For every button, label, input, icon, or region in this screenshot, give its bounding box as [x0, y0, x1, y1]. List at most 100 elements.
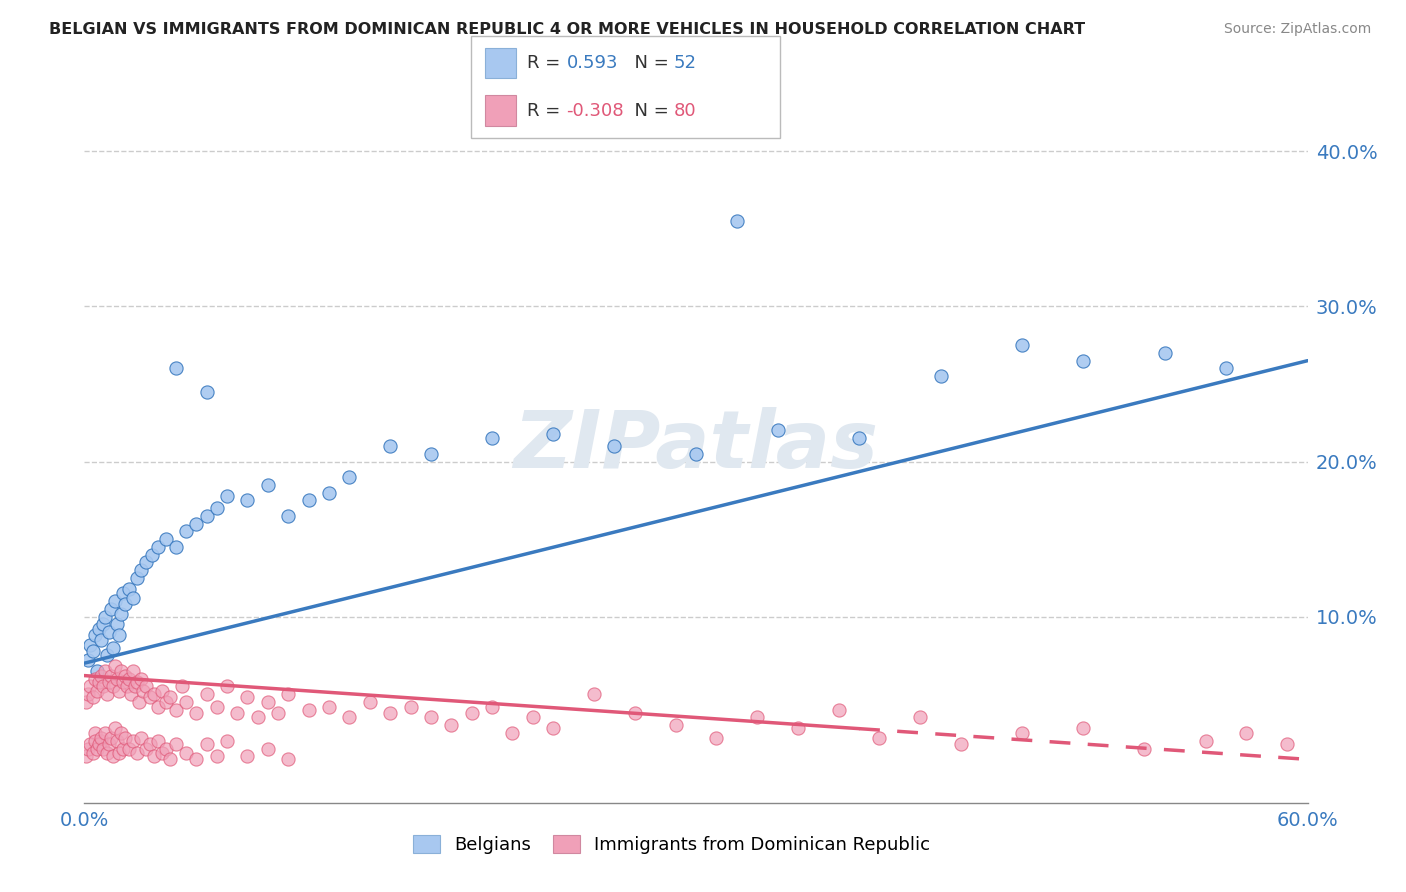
- Point: [277, 687, 299, 701]
- Point: [112, 674, 135, 689]
- Point: [246, 710, 269, 724]
- Point: [115, 680, 138, 694]
- Point: [118, 582, 141, 596]
- Point: [869, 731, 891, 745]
- Point: [77, 687, 100, 701]
- Point: [75, 695, 97, 709]
- Point: [1011, 726, 1033, 740]
- Point: [277, 752, 299, 766]
- Point: [1011, 338, 1033, 352]
- Point: [77, 653, 100, 667]
- Point: [624, 706, 647, 720]
- Point: [747, 710, 769, 724]
- Point: [104, 722, 127, 736]
- Point: [159, 752, 181, 766]
- Point: [165, 737, 187, 751]
- Point: [217, 733, 239, 747]
- Point: [131, 563, 153, 577]
- Point: [359, 695, 381, 709]
- Point: [90, 731, 112, 745]
- Point: [131, 731, 153, 745]
- Point: [124, 680, 146, 694]
- Point: [1277, 737, 1299, 751]
- Point: [118, 672, 141, 686]
- Text: 0.593: 0.593: [567, 54, 619, 72]
- Point: [522, 710, 544, 724]
- Point: [910, 710, 932, 724]
- Text: ZIPatlas: ZIPatlas: [513, 407, 879, 485]
- Point: [86, 664, 108, 678]
- Point: [150, 746, 173, 760]
- Point: [90, 632, 112, 647]
- Point: [127, 674, 149, 689]
- Point: [138, 690, 160, 705]
- Point: [110, 664, 132, 678]
- Point: [127, 571, 149, 585]
- Text: BELGIAN VS IMMIGRANTS FROM DOMINICAN REPUBLIC 4 OR MORE VEHICLES IN HOUSEHOLD CO: BELGIAN VS IMMIGRANTS FROM DOMINICAN REP…: [49, 22, 1085, 37]
- Point: [86, 684, 108, 698]
- Point: [83, 726, 105, 740]
- Point: [100, 668, 122, 682]
- Point: [543, 426, 565, 441]
- Point: [146, 699, 169, 714]
- Point: [91, 617, 114, 632]
- Point: [787, 722, 810, 736]
- Point: [929, 369, 952, 384]
- Point: [114, 668, 136, 682]
- Text: 80: 80: [673, 102, 696, 120]
- Point: [481, 431, 503, 445]
- Point: [380, 706, 402, 720]
- Point: [100, 602, 122, 616]
- Point: [93, 664, 115, 678]
- Point: [82, 690, 104, 705]
- Point: [83, 733, 105, 747]
- Point: [725, 214, 748, 228]
- Point: [665, 718, 688, 732]
- Point: [1073, 353, 1095, 368]
- Point: [1195, 733, 1218, 747]
- Point: [165, 361, 187, 376]
- Point: [205, 699, 228, 714]
- Point: [155, 695, 177, 709]
- Point: [848, 431, 870, 445]
- Point: [75, 749, 97, 764]
- Point: [82, 746, 104, 760]
- Point: [257, 695, 280, 709]
- Point: [165, 703, 187, 717]
- Point: [195, 384, 218, 399]
- Point: [298, 493, 321, 508]
- Point: [122, 591, 145, 605]
- Point: [97, 737, 120, 751]
- Point: [766, 424, 789, 438]
- Point: [165, 540, 187, 554]
- Point: [96, 648, 118, 663]
- Point: [110, 607, 132, 621]
- Point: [82, 644, 104, 658]
- Point: [128, 695, 150, 709]
- Point: [135, 680, 157, 694]
- Point: [120, 687, 142, 701]
- Point: [226, 706, 249, 720]
- Point: [155, 532, 177, 546]
- Point: [339, 710, 361, 724]
- Point: [79, 638, 101, 652]
- Point: [186, 752, 208, 766]
- Point: [131, 672, 153, 686]
- Point: [118, 741, 141, 756]
- Point: [195, 508, 218, 523]
- Point: [142, 749, 165, 764]
- Point: [101, 749, 124, 764]
- Point: [122, 664, 145, 678]
- Point: [236, 749, 259, 764]
- Legend: Belgians, Immigrants from Dominican Republic: Belgians, Immigrants from Dominican Repu…: [402, 824, 941, 865]
- Point: [97, 674, 120, 689]
- Point: [93, 726, 115, 740]
- Point: [217, 680, 239, 694]
- Point: [104, 594, 127, 608]
- Point: [142, 687, 165, 701]
- Point: [1154, 346, 1177, 360]
- Point: [83, 672, 105, 686]
- Point: [318, 699, 340, 714]
- Point: [461, 706, 484, 720]
- Point: [97, 625, 120, 640]
